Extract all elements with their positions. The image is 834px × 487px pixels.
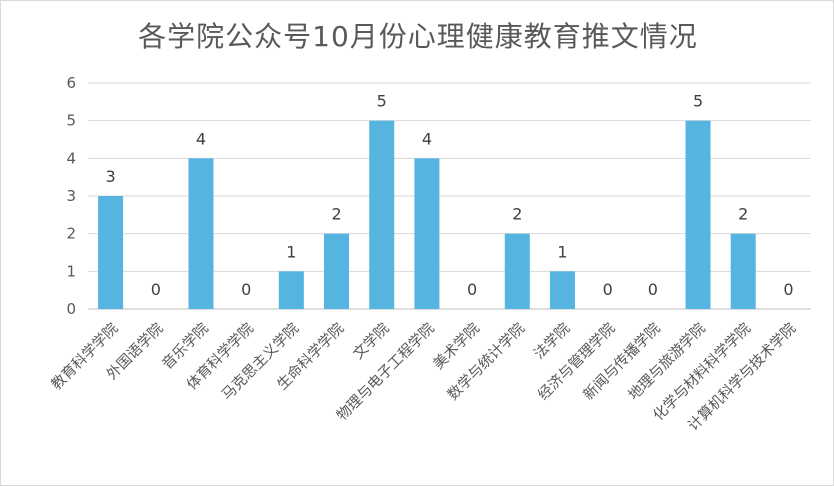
data-label: 0	[603, 280, 613, 299]
x-tick-label: 地理与旅游学院	[625, 319, 709, 403]
data-label: 0	[241, 280, 251, 299]
data-label: 2	[738, 205, 748, 224]
x-tick-label: 法学院	[531, 319, 574, 362]
data-label: 5	[377, 92, 387, 111]
y-tick-label: 5	[66, 112, 76, 130]
data-label: 0	[151, 280, 161, 299]
bar	[414, 158, 440, 309]
data-label: 0	[467, 280, 477, 299]
chart-title: 各学院公众号10月份心理健康教育推文情况	[138, 20, 698, 53]
bar	[188, 158, 214, 309]
bar	[549, 271, 575, 309]
bar	[324, 233, 350, 309]
data-label: 1	[557, 242, 567, 261]
data-labels: 3 0 4 0 1 2 5 4 0 2 1 0 0 5 2 0	[106, 92, 794, 299]
x-tick-label: 马克思主义学院	[218, 319, 302, 403]
bars	[98, 120, 756, 310]
y-tick-label: 0	[66, 300, 76, 318]
x-tick-label: 文学院	[350, 319, 393, 362]
y-tick-label: 2	[66, 225, 76, 243]
bar	[98, 196, 124, 309]
x-tick-label: 数学与统计学院	[444, 319, 528, 403]
y-tick-label: 1	[66, 262, 76, 280]
bar	[730, 233, 756, 309]
x-tick-label: 新闻与传播学院	[580, 319, 664, 403]
data-label: 4	[196, 129, 206, 148]
data-label: 4	[422, 129, 432, 148]
data-label: 2	[512, 205, 522, 224]
y-axis: 0 1 2 3 4 5 6	[66, 74, 76, 318]
data-label: 5	[693, 92, 703, 111]
data-label: 0	[648, 280, 658, 299]
data-label: 2	[331, 205, 341, 224]
y-tick-label: 3	[66, 187, 76, 205]
x-tick-label: 经济与管理学院	[535, 319, 619, 403]
data-label: 0	[783, 280, 793, 299]
bar	[685, 120, 711, 310]
y-tick-label: 4	[66, 149, 76, 167]
bar	[278, 271, 304, 309]
bar	[369, 120, 395, 310]
data-label: 1	[286, 242, 296, 261]
x-tick-label: 教育科学学院	[48, 319, 122, 393]
y-tick-label: 6	[66, 74, 76, 92]
data-label: 3	[106, 167, 116, 186]
bar	[504, 233, 530, 309]
